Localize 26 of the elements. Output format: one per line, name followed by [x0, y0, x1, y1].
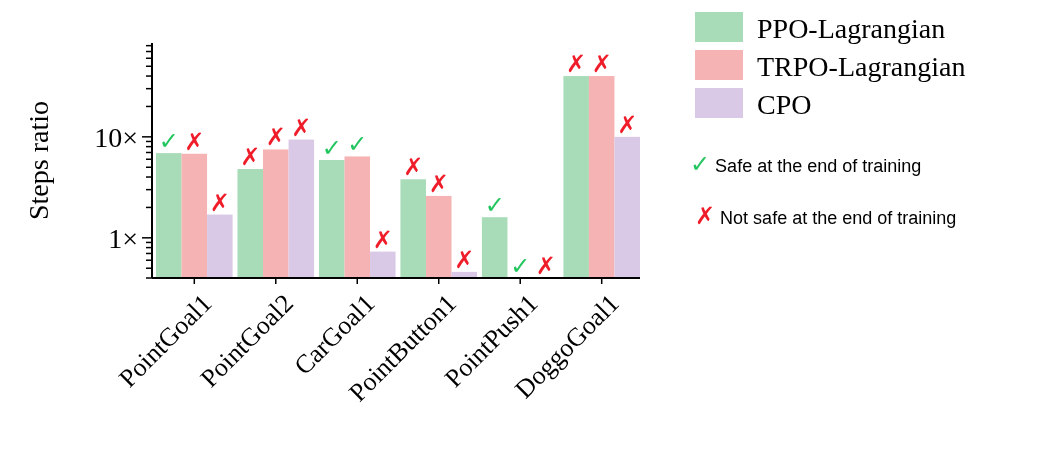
data-label: ✓ [484, 191, 505, 220]
data-label: ✗ [403, 153, 424, 182]
legend-label: TRPO-Lagrangian [757, 50, 966, 82]
data-label: ✗ [291, 113, 312, 142]
text: ✗ Not safe at the end of training [695, 202, 957, 231]
data-label: ✗ [240, 143, 261, 172]
data-label: ✓ [158, 127, 179, 156]
data-label: ✗ [454, 245, 475, 274]
data-label: ✓ [347, 130, 368, 159]
data-label: ✗ [372, 225, 393, 254]
y-tick-label: 1× [108, 222, 138, 254]
data-label: ✗ [591, 50, 612, 79]
legend-label: PPO-Lagrangian [757, 12, 946, 44]
data-label: ✗ [184, 127, 205, 156]
y-tick-label: 10× [94, 121, 138, 153]
data-label: ✗ [566, 50, 587, 79]
text: ✓ [510, 252, 531, 280]
text: ✓ Safe at the end of training [690, 150, 922, 179]
data-label: ✗ [428, 169, 449, 198]
text: ✗ [535, 252, 556, 280]
data-label: ✗ [209, 188, 230, 217]
data-label: ✗ [617, 110, 638, 139]
data-label: ✗ [265, 123, 286, 152]
data-label: ✓ [321, 133, 342, 162]
y-axis-title: Steps ratio [23, 101, 54, 220]
legend-label: CPO [757, 88, 812, 120]
